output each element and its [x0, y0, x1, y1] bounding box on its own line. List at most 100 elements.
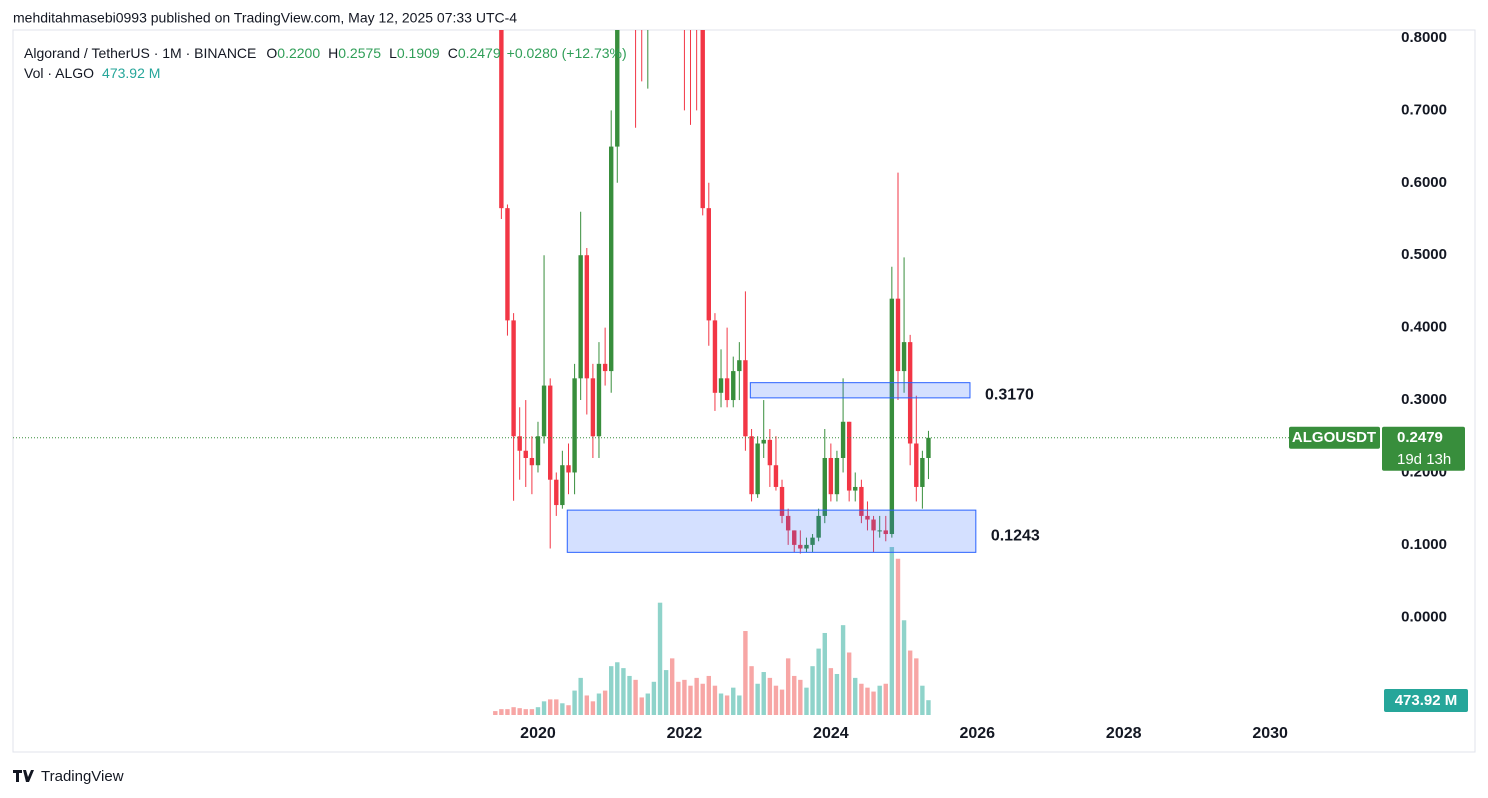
candle-body — [779, 486, 785, 516]
volume-bar — [511, 707, 516, 715]
y-tick-label: 0.1000 — [1401, 536, 1447, 553]
candle-body — [511, 320, 516, 437]
legend-key: C — [448, 45, 458, 61]
candle-body — [535, 436, 541, 466]
candle-body — [901, 342, 907, 372]
volume-bar — [541, 701, 547, 715]
y-tick-label: 0.4000 — [1401, 319, 1447, 336]
volume-bar — [779, 689, 785, 715]
candle-body — [505, 208, 510, 321]
volume-bar — [682, 679, 687, 715]
candle-body — [914, 443, 919, 487]
volume-bar — [535, 707, 541, 715]
candle-body — [596, 363, 602, 437]
legend-key: L — [389, 45, 397, 61]
volume-legend: Vol · ALGO 473.92 M — [24, 65, 160, 81]
candle-body — [816, 515, 821, 538]
candle-body — [529, 457, 535, 466]
volume-bar — [755, 683, 760, 715]
volume-bar — [724, 695, 730, 715]
volume-bar — [523, 709, 528, 715]
overlay: 0.80000.70000.60000.50000.40000.30000.20… — [13, 29, 1468, 742]
candle-body — [560, 465, 565, 506]
volume-bar — [901, 620, 907, 715]
candle-body — [773, 465, 779, 487]
candle-body — [853, 486, 858, 491]
volume-legend-value: 473.92 M — [102, 65, 160, 81]
legend-key: H — [328, 45, 338, 61]
x-tick-label: 2024 — [813, 725, 849, 742]
zone — [566, 509, 977, 553]
price-box — [1382, 426, 1465, 471]
zone-label: 0.1243 — [991, 527, 1040, 544]
candle-body — [883, 530, 888, 535]
symbol-label: ALGOUSDT — [1292, 429, 1376, 446]
volume-bar — [889, 547, 895, 715]
volume-bar — [493, 711, 498, 715]
legend-value: 0.2479 — [458, 45, 501, 61]
volume-bar — [798, 679, 803, 715]
candle-body — [810, 537, 815, 545]
candle-body — [895, 298, 901, 372]
price-label: 0.2479 — [1397, 429, 1443, 446]
candle-body — [602, 363, 608, 372]
candle-body — [541, 385, 547, 437]
volume-bar — [792, 675, 797, 715]
zone-label: 0.3170 — [985, 386, 1034, 403]
volume-bar — [529, 709, 535, 715]
candle-body — [755, 443, 760, 495]
volume-bar — [688, 685, 693, 715]
volume-bar — [578, 677, 583, 715]
volume-bar — [706, 675, 712, 715]
x-tick-label: 2020 — [520, 725, 556, 742]
footer-logo — [13, 770, 34, 782]
candle-body — [889, 298, 895, 535]
volume-bar — [840, 625, 846, 715]
candle-body — [731, 371, 736, 401]
volume-bar — [920, 685, 925, 715]
volume-bar — [737, 695, 742, 715]
volume-bar — [718, 693, 724, 715]
candle-body — [840, 421, 846, 458]
volume-bar — [712, 685, 718, 715]
candle-body — [859, 486, 864, 516]
legend-change-pct: (+12.73%) — [562, 45, 627, 61]
volume-bar — [627, 675, 632, 715]
volume-bar — [834, 673, 840, 715]
x-tick-label: 2030 — [1252, 725, 1288, 742]
candle-body — [724, 378, 730, 401]
candle-body — [877, 530, 882, 532]
volume-bar — [761, 672, 766, 715]
volume-bar — [645, 693, 651, 715]
volume-bar — [743, 631, 748, 715]
volume-bar — [700, 683, 705, 715]
legend-key: O — [266, 45, 277, 61]
chart-frame — [12, 29, 1476, 753]
volume-bar — [602, 690, 608, 715]
volume-bar — [590, 701, 596, 715]
candle-body — [517, 436, 522, 451]
candle-body — [846, 421, 852, 491]
volume-bar — [895, 558, 901, 715]
volume-bar — [548, 699, 553, 715]
candle-body — [584, 255, 590, 379]
volume-bar — [828, 668, 834, 715]
volume-bar — [572, 690, 577, 715]
candle-body — [499, 30, 504, 209]
legend-symbol: Algorand / TetherUS · 1M · BINANCE — [24, 45, 256, 61]
volume-bar — [560, 703, 565, 715]
volume-bar — [615, 662, 620, 715]
volume-bar — [914, 658, 919, 715]
y-tick-label: 0.8000 — [1401, 29, 1447, 46]
candle-body — [785, 515, 791, 531]
candle-body — [554, 479, 559, 506]
candle-body — [804, 544, 809, 549]
volume-bar — [822, 632, 827, 715]
volume-bar — [731, 687, 736, 715]
volume-bar — [639, 697, 644, 715]
countdown-label: 19d 13h — [1397, 451, 1451, 468]
legend-value: 0.2575 — [338, 45, 381, 61]
candle-body — [548, 385, 553, 480]
volume-bar — [566, 705, 571, 715]
legend-value: 0.2200 — [277, 45, 320, 61]
